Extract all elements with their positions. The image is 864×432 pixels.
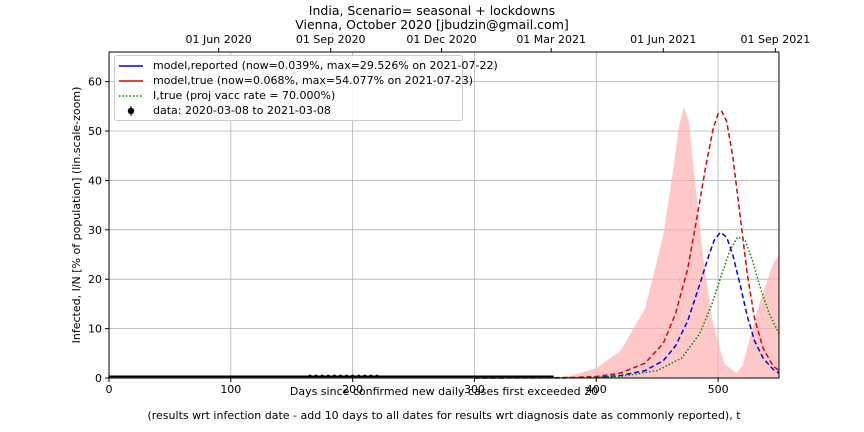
uncertainty-band [553,106,779,379]
top-axis-tick-label: 01 Jun 2021 [630,33,696,46]
y-tick-label: 60 [88,76,102,89]
legend-swatch-vacc [119,95,143,97]
data-point [344,374,349,378]
x-tick-label: 400 [586,383,607,396]
data-point [326,374,330,378]
top-axis-tick-label: 01 Dec 2020 [406,33,476,46]
top-axis-tick-label: 01 Jun 2020 [186,33,252,46]
data-point [332,374,336,378]
data-point [320,374,324,378]
x-tick-label: 100 [220,383,241,396]
series-line-1 [474,110,780,379]
axis-layer: 0 100 200 300 400 500 0 10 20 30 40 50 60 01 Jun 2020… [88,33,810,396]
x-tick-label: 500 [708,383,729,396]
data-point [357,374,361,378]
y-tick-label: 20 [88,273,102,286]
series-line-2 [474,236,780,379]
data-point [314,374,318,378]
data-point [338,374,343,378]
x-axis-label: Days since confirmed new daily cases fir… [289,385,599,398]
x-axis-label-note: (results wrt infection date - add 10 day… [147,409,741,422]
legend-label-reported: model,reported (now=0.039%, max=29.526% … [153,59,498,72]
legend-label-data: data: 2020-03-08 to 2021-03-08 [153,104,331,117]
chart-title-line-1: India, Scenario= seasonal + lockdowns [308,3,556,18]
x-tick-label: 300 [464,383,485,396]
data-point [363,374,367,378]
legend-swatch-data [127,106,135,116]
data-point [308,374,312,378]
legend-swatch-reported [119,65,143,67]
chart-title-line-2: Vienna, October 2020 [jbudzin@gmail.com] [295,17,569,32]
legend: model,reported (now=0.039%, max=29.526% … [114,55,498,121]
data-point [351,374,355,378]
y-tick-label: 50 [88,125,102,138]
plot-frame [108,51,780,379]
x-tick-label: 0 [106,383,113,396]
x-tick-label: 200 [342,383,363,396]
data-point [375,374,379,378]
y-tick-label: 30 [88,224,102,237]
series-layer [474,110,780,379]
y-tick-label: 40 [88,174,102,187]
legend-swatch-true [119,80,143,82]
y-tick-label: 0 [95,372,102,385]
y-tick-label: 10 [88,323,102,336]
y-axis-label: Infected, I/N [% of population] (lin.sca… [70,86,83,344]
band-layer [553,106,779,379]
top-axis-tick-label: 01 Sep 2020 [296,33,366,46]
top-axis-tick-label: 01 Mar 2021 [516,33,586,46]
legend-label-vacc: I,true (proj vacc rate = 70.000%) [153,89,336,102]
top-axis-tick-label: 01 Sep 2021 [740,33,810,46]
data-point [369,374,373,378]
legend-label-true: model,true (now=0.068%, max=54.077% on 2… [153,74,473,87]
data-layer [109,374,554,379]
